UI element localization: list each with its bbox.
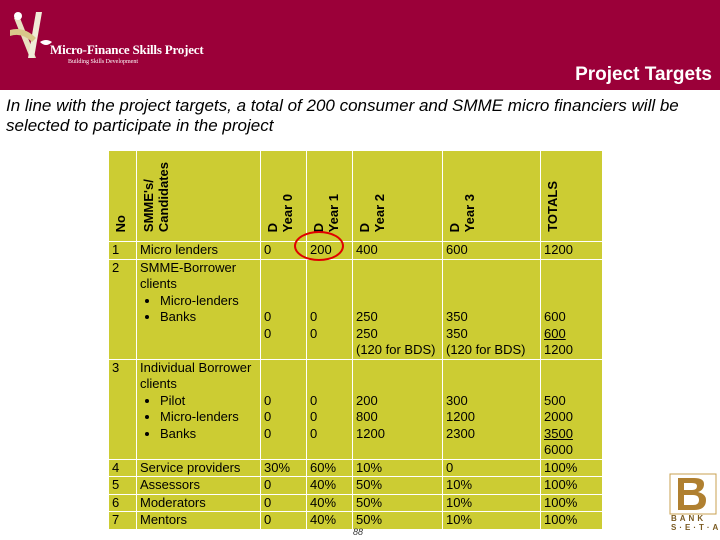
page-title: Project Targets: [575, 64, 712, 85]
header-year1: D Year 1: [306, 150, 353, 242]
intro-text: In line with the project targets, a tota…: [6, 96, 679, 135]
table-row: 4 Service providers 30% 60% 10% 0 100%: [108, 458, 603, 477]
header-candidates: SMME's/ Candidates: [136, 150, 261, 242]
bank-seta-logo: [668, 472, 718, 536]
project-targets-table: No SMME's/ Candidates D Year 0 D Year 1 …: [108, 150, 603, 530]
table-row: 1 Micro lenders 0 200 400 600 1200: [108, 241, 603, 260]
page-number: 88: [353, 527, 364, 537]
header-totals: TOTALS: [540, 150, 603, 242]
bank-seta-text: BANK S·E·T·A: [671, 514, 720, 532]
list-item: Micro-lenders: [160, 293, 257, 310]
list-item: Banks: [160, 309, 257, 326]
list-item: Banks: [160, 426, 257, 443]
list-item: Pilot: [160, 393, 257, 410]
logo-emblem-icon: [10, 12, 52, 58]
table-row: 5 Assessors 0 40% 50% 10% 100%: [108, 476, 603, 495]
logo-subtitle: Building Skills Development: [68, 59, 138, 65]
header-year3: D Year 3: [442, 150, 541, 242]
bank-seta-emblem-icon: [669, 473, 717, 515]
table-row: 7 Mentors 0 40% 50% 10% 100%: [108, 511, 603, 530]
header-no: No: [108, 150, 137, 242]
table-row: 6 Moderators 0 40% 50% 10% 100%: [108, 493, 603, 512]
table-row: 2 SMME-Borrower clients Micro-lenders Ba…: [108, 258, 603, 360]
header-year0: D Year 0: [260, 150, 307, 242]
micro-finance-logo: Micro-Finance Skills Project Building Sk…: [6, 8, 204, 70]
table-row: 3 Individual Borrower clients Pilot Micr…: [108, 358, 603, 460]
logo-title: Micro-Finance Skills Project: [50, 42, 204, 57]
highlight-circle: [294, 231, 344, 261]
table-header-row: No SMME's/ Candidates D Year 0 D Year 1 …: [108, 150, 603, 242]
header-banner: Micro-Finance Skills Project Building Sk…: [0, 0, 720, 90]
header-year2: D Year 2: [352, 150, 443, 242]
list-item: Micro-lenders: [160, 409, 257, 426]
